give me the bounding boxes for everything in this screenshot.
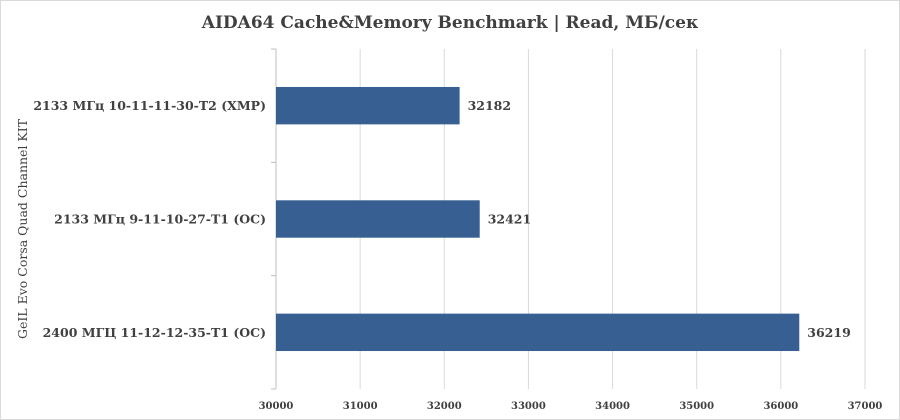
data-label: 32182 xyxy=(468,98,512,113)
x-tick-label: 36000 xyxy=(763,401,798,412)
x-tick-label: 35000 xyxy=(679,401,714,412)
data-label: 32421 xyxy=(488,212,531,227)
category-label: 2400 МГЦ 11-12-12-35-T1 (OC) xyxy=(43,325,266,340)
bar xyxy=(276,200,480,238)
x-tick-label: 37000 xyxy=(848,401,883,412)
data-label: 36219 xyxy=(807,325,851,340)
x-tick-label: 32000 xyxy=(427,401,462,412)
bar xyxy=(276,313,800,352)
x-tick-label: 34000 xyxy=(595,401,630,412)
x-tick-label: 33000 xyxy=(511,401,546,412)
category-label: 2133 МГц 9-11-10-27-T1 (OC) xyxy=(54,212,266,227)
y-axis-title: GeIL Evo Corsa Quad Channel KIT xyxy=(15,118,30,339)
chart-title: AIDA64 Cache&Memory Benchmark | Read, МБ… xyxy=(201,13,699,33)
x-tick-label: 30000 xyxy=(259,401,294,412)
x-tick-label: 31000 xyxy=(343,401,378,412)
category-label: 2133 МГц 10-11-11-30-T2 (XMP) xyxy=(33,98,266,113)
bar xyxy=(276,86,460,125)
bars xyxy=(276,86,800,352)
labels: 30000 31000 32000 33000 34000 35000 36000 37000… xyxy=(33,98,882,412)
